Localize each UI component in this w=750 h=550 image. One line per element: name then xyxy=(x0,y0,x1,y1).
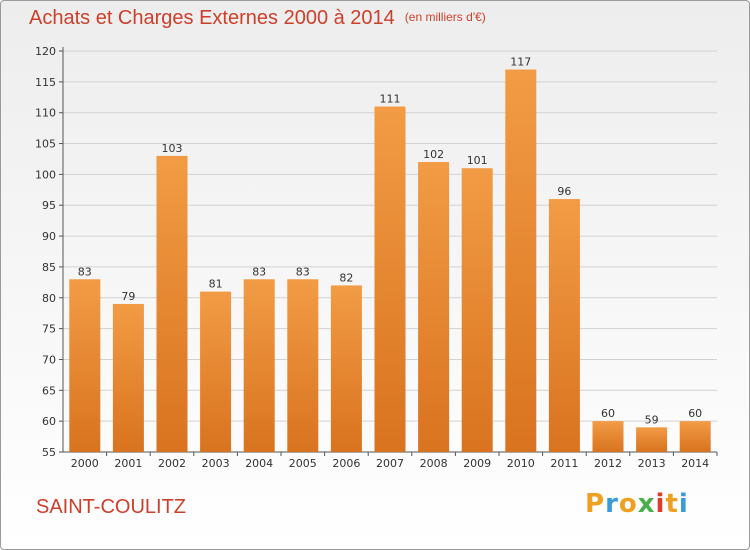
logo-letter: i xyxy=(678,489,689,519)
data-label-2009: 101 xyxy=(467,154,488,167)
bar-2004 xyxy=(243,279,275,452)
y-tick-label: 100 xyxy=(35,168,56,181)
y-tick-label: 110 xyxy=(35,107,56,120)
y-tick-label: 80 xyxy=(42,292,56,305)
bar-2006 xyxy=(330,285,362,452)
logo-letter: i xyxy=(655,489,666,519)
y-tick-label: 65 xyxy=(42,384,56,397)
data-label-2011: 96 xyxy=(557,185,571,198)
data-label-2013: 59 xyxy=(645,413,659,426)
x-tick-label-2004: 2004 xyxy=(245,457,273,470)
y-tick-label: 105 xyxy=(35,138,56,151)
y-tick-label: 95 xyxy=(42,199,56,212)
bar-2001 xyxy=(112,303,144,452)
bar-2014 xyxy=(679,421,711,452)
x-tick-label-2014: 2014 xyxy=(681,457,709,470)
chart-subtitle: (en milliers d'€) xyxy=(404,10,486,24)
logo-letter: P xyxy=(585,489,606,519)
commune-name: SAINT-COULITZ xyxy=(36,496,187,518)
y-tick-label: 60 xyxy=(42,415,56,428)
x-tick-label-2009: 2009 xyxy=(463,457,491,470)
logo-letter: x xyxy=(637,489,656,519)
logo-letter: o xyxy=(618,489,638,519)
x-tick-label-2007: 2007 xyxy=(376,457,404,470)
bar-2009 xyxy=(461,168,493,452)
y-tick-label: 120 xyxy=(35,45,56,58)
y-tick-label: 85 xyxy=(42,261,56,274)
data-label-2002: 103 xyxy=(162,142,183,155)
x-tick-label-2011: 2011 xyxy=(550,457,578,470)
bar-2013 xyxy=(636,427,668,452)
data-label-2014: 60 xyxy=(688,407,702,420)
logo-letter: r xyxy=(605,489,619,519)
x-tick-label-2006: 2006 xyxy=(332,457,360,470)
x-tick-label-2010: 2010 xyxy=(507,457,535,470)
logo-letter: t xyxy=(665,489,679,519)
x-tick-label-2000: 2000 xyxy=(71,457,99,470)
x-tick-label-2005: 2005 xyxy=(289,457,317,470)
bar-2012 xyxy=(592,421,624,452)
bars xyxy=(69,69,711,453)
x-tick-label-2008: 2008 xyxy=(420,457,448,470)
y-tick-label: 75 xyxy=(42,323,56,336)
bar-2002 xyxy=(156,155,188,452)
chart-title-block: Achats et Charges Externes 2000 à 2014 (e… xyxy=(29,7,486,30)
data-label-2006: 82 xyxy=(339,271,353,284)
data-label-2012: 60 xyxy=(601,407,615,420)
bar-2005 xyxy=(287,279,319,452)
data-label-2004: 83 xyxy=(252,265,266,278)
x-tick-label-2013: 2013 xyxy=(638,457,666,470)
data-label-2007: 111 xyxy=(380,93,401,106)
x-tick-label-2001: 2001 xyxy=(114,457,142,470)
x-tick-label-2003: 2003 xyxy=(202,457,230,470)
data-label-2010: 117 xyxy=(510,56,531,69)
y-tick-label: 55 xyxy=(42,446,56,459)
proxiti-logo: Proxiti xyxy=(585,489,689,519)
data-label-2005: 83 xyxy=(296,265,310,278)
y-tick-label: 90 xyxy=(42,230,56,243)
bar-2003 xyxy=(200,291,232,452)
bar-2010 xyxy=(505,69,537,452)
x-tick-label-2002: 2002 xyxy=(158,457,186,470)
data-label-2000: 83 xyxy=(78,265,92,278)
x-tick-label-2012: 2012 xyxy=(594,457,622,470)
data-label-2003: 81 xyxy=(209,278,223,291)
data-label-2001: 79 xyxy=(121,290,135,303)
chart-title: Achats et Charges Externes 2000 à 2014 xyxy=(29,7,395,29)
bar-2008 xyxy=(418,162,450,453)
bar-2007 xyxy=(374,106,406,453)
bar-2011 xyxy=(548,199,580,452)
y-tick-label: 115 xyxy=(35,76,56,89)
data-label-2008: 102 xyxy=(423,148,444,161)
y-tick-label: 70 xyxy=(42,353,56,366)
bar-2000 xyxy=(69,279,101,452)
labels: 83 79 103 81 83 83 82 111 102 101 117 96 60 59 60 xyxy=(78,56,702,427)
